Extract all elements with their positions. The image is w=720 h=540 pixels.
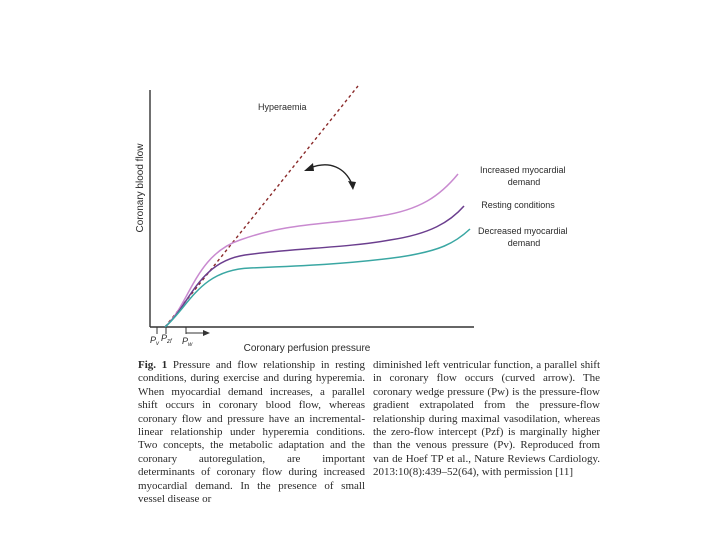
figure-caption: Fig. 1 Pressure and flow relationship in… bbox=[138, 359, 600, 506]
caption-right-column: diminished left ventricular function, a … bbox=[373, 359, 600, 506]
hyperaemia-line bbox=[164, 85, 359, 328]
label-increased-demand: Increased myocardial demand bbox=[480, 165, 568, 187]
x-axis-label: Coronary perfusion pressure bbox=[244, 343, 371, 354]
label-resting-conditions: Resting conditions bbox=[481, 200, 555, 210]
curve-decreased-demand bbox=[164, 228, 471, 328]
caption-left-column: Fig. 1 Pressure and flow relationship in… bbox=[138, 359, 365, 506]
hyperaemia-label: Hyperaemia bbox=[258, 102, 307, 112]
pressure-flow-figure: Coronary blood flow Hyperaemia Increased… bbox=[135, 85, 570, 354]
curve-resting-conditions bbox=[164, 205, 465, 328]
y-axis-label: Coronary blood flow bbox=[135, 143, 146, 233]
figure-graphic: Coronary blood flow Hyperaemia Increased… bbox=[135, 85, 570, 354]
mark-pv: Pv bbox=[150, 335, 160, 347]
curved-arrow bbox=[309, 164, 353, 185]
label-decreased-demand: Decreased myocardial demand bbox=[478, 226, 570, 248]
pw-arrowhead bbox=[203, 330, 210, 336]
mark-pw: Pw bbox=[182, 336, 193, 348]
curve-increased-demand bbox=[164, 173, 459, 328]
arrowhead-right bbox=[348, 181, 356, 190]
mark-pzf: Pzf bbox=[161, 333, 173, 345]
arrowhead-left bbox=[304, 163, 314, 171]
caption-left-text: Pressure and flow relationship in restin… bbox=[138, 359, 366, 506]
caption-right-text: diminished left ventricular function, a … bbox=[373, 359, 600, 479]
figure-number: Fig. 1 bbox=[138, 359, 168, 371]
